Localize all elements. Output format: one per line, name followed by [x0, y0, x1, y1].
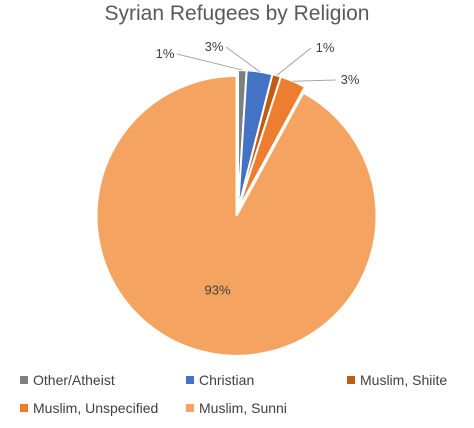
- data-labels: 1% 3% 1% 3% 93%: [156, 39, 360, 297]
- legend-swatch: [20, 376, 28, 384]
- data-label: 3%: [205, 39, 224, 54]
- legend-label: Muslim, Unspecified: [33, 400, 159, 416]
- legend-label: Other/Atheist: [33, 372, 115, 388]
- legend-item: Muslim, Shiite: [347, 372, 447, 388]
- leader-line: [276, 47, 312, 76]
- chart-title: Syrian Refugees by Religion: [104, 2, 370, 25]
- legend-item: Muslim, Sunni: [186, 400, 287, 416]
- legend-item: Muslim, Unspecified: [20, 400, 158, 416]
- pie-chart: 1% 3% 1% 3% 93%: [95, 39, 378, 357]
- pie-slices: [95, 68, 378, 357]
- legend-label: Muslim, Sunni: [199, 400, 287, 416]
- leader-line: [225, 46, 260, 73]
- legend-item: Christian: [186, 372, 254, 388]
- legend-label: Muslim, Shiite: [360, 372, 448, 388]
- legend-swatch: [186, 376, 194, 384]
- legend-item: Other/Atheist: [20, 372, 115, 388]
- data-label: 93%: [205, 282, 231, 297]
- data-label: 1%: [316, 40, 335, 55]
- leader-line: [176, 53, 243, 71]
- legend-swatch: [20, 404, 28, 412]
- pie-slice-muslim-unspecified: [237, 75, 307, 211]
- pie-slice-muslim-sunni: [95, 74, 378, 357]
- legend-swatch: [347, 376, 355, 384]
- leader-lines: [176, 46, 337, 82]
- data-label: 3%: [341, 72, 360, 87]
- legend-label: Christian: [199, 372, 255, 388]
- leader-line: [293, 79, 337, 82]
- data-label: 1%: [156, 46, 175, 61]
- legend-swatch: [186, 404, 194, 412]
